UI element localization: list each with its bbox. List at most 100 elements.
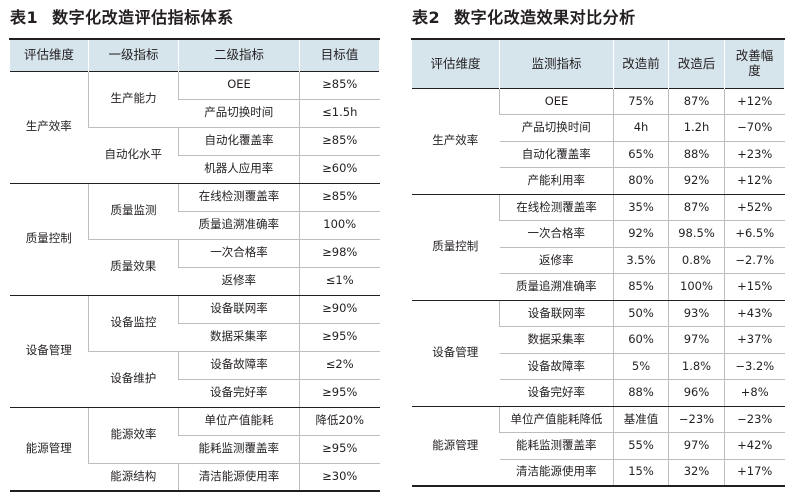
level1-cell: 质量监测 xyxy=(88,183,179,240)
change-value-cell: −2.7% xyxy=(724,247,785,274)
change-value-cell: +15% xyxy=(724,273,785,301)
level2-cell: 设备联网率 xyxy=(178,295,300,324)
change-value-cell: −70% xyxy=(724,114,785,142)
table2-body: 生产效率 OEE 75% 87% +12% 产品切换时间 4h 1.2h −70% 自动化覆盖率 6… xyxy=(411,88,785,487)
target-value-cell: ≥95% xyxy=(299,379,380,408)
level1-cell: 质量效果 xyxy=(88,239,179,296)
metric-cell: 数据采集率 xyxy=(499,326,614,354)
level1-cell: 设备监控 xyxy=(88,295,179,352)
after-value-cell: 88% xyxy=(668,141,725,168)
table1-row: 设备维护 设备故障率 ≤2% xyxy=(10,351,380,408)
level1-cell: 能源效率 xyxy=(88,407,179,464)
metric-cell: 清洁能源使用率 xyxy=(499,459,614,487)
level2-cell: 机器人应用率 xyxy=(178,155,300,184)
before-value-cell: 88% xyxy=(613,379,669,407)
target-value-cell: ≥30% xyxy=(299,463,380,492)
metric-cell: 质量追溯准确率 xyxy=(499,273,614,301)
dimension-cell: 生产效率 xyxy=(411,88,500,195)
table2-row: 设备管理 设备联网率 50% 93% +43% xyxy=(411,300,785,407)
metric-cell: 在线检测覆盖率 xyxy=(499,194,614,221)
level2-cell: 设备完好率 xyxy=(178,379,300,408)
table1-number: 表1 xyxy=(10,8,39,27)
table2-title: 数字化改造效果对比分析 xyxy=(454,8,636,27)
change-value-cell: +8% xyxy=(724,379,785,407)
table2-header-row: 评估维度 监测指标 改造前 改造后 改善幅度 xyxy=(411,39,785,88)
after-value-cell: 92% xyxy=(668,167,725,195)
table1-header-cell: 一级指标 xyxy=(88,39,179,71)
before-value-cell: 85% xyxy=(613,273,669,301)
change-value-cell: +42% xyxy=(724,432,785,460)
metric-cell: 设备完好率 xyxy=(499,379,614,407)
table1-row: 能源结构 清洁能源使用率 ≥30% xyxy=(10,463,380,492)
after-value-cell: 97% xyxy=(668,326,725,354)
metric-cell: 产品切换时间 xyxy=(499,114,614,142)
table1-row: 设备完好率 ≥95% xyxy=(10,379,380,408)
table1-row: 自动化水平 自动化覆盖率 ≥85% xyxy=(10,127,380,184)
after-value-cell: 0.8% xyxy=(668,247,725,274)
table1-row: 设备管理 设备监控 设备联网率 ≥90% xyxy=(9,295,380,408)
level1-cell: 能源结构 xyxy=(88,463,179,492)
dimension-cell: 质量控制 xyxy=(411,194,500,301)
table2-header-cell: 监测指标 xyxy=(499,39,614,88)
dimension-cell: 生产效率 xyxy=(9,71,89,184)
evaluation-index-table: 评估维度 一级指标 二级指标 目标值 生产效率 生产能力 OEE ≥85% 产品切换时间… xyxy=(9,38,380,492)
dimension-cell: 能源管理 xyxy=(411,406,500,487)
metric-cell: 设备联网率 xyxy=(499,300,614,327)
table1-row: 质量效果 一次合格率 ≥98% xyxy=(10,239,380,296)
table1-header-cell: 目标值 xyxy=(299,39,380,71)
dimension-cell: 设备管理 xyxy=(9,295,89,408)
after-value-cell: 1.8% xyxy=(668,353,725,380)
level1-cell: 生产能力 xyxy=(88,71,179,128)
metric-cell: 能耗监测覆盖率 xyxy=(499,432,614,460)
change-value-cell: +23% xyxy=(724,141,785,168)
before-value-cell: 15% xyxy=(613,459,669,487)
after-value-cell: 100% xyxy=(668,273,725,301)
before-value-cell: 5% xyxy=(613,353,669,380)
table1-row: 生产效率 生产能力 OEE ≥85% xyxy=(9,71,380,184)
after-value-cell: 93% xyxy=(668,300,725,327)
change-value-cell: −3.2% xyxy=(724,353,785,380)
after-value-cell: 1.2h xyxy=(668,114,725,142)
change-value-cell: +43% xyxy=(724,300,785,327)
table2-number: 表2 xyxy=(412,8,441,27)
before-value-cell: 4h xyxy=(613,114,669,142)
effect-comparison-table: 评估维度 监测指标 改造前 改造后 改善幅度 生产效率 OEE 75% 87% +12%… xyxy=(411,38,785,487)
table2-row: 返修率 3.5% 0.8% −2.7% xyxy=(412,247,785,274)
target-value-cell: ≥90% xyxy=(299,295,380,324)
target-value-cell: ≤1% xyxy=(299,267,380,296)
metric-cell: 自动化覆盖率 xyxy=(499,141,614,168)
change-value-cell: +6.5% xyxy=(724,220,785,248)
metric-cell: 产能利用率 xyxy=(499,167,614,195)
dimension-cell: 质量控制 xyxy=(9,183,89,296)
table1-row: 质量追溯准确率 100% xyxy=(10,211,380,240)
target-value-cell: ≥95% xyxy=(299,323,380,352)
target-value-cell: ≥85% xyxy=(299,71,380,100)
table1-header-row: 评估维度 一级指标 二级指标 目标值 xyxy=(9,39,380,71)
target-value-cell: ≥85% xyxy=(299,183,380,212)
table2-header-cell: 改造前 xyxy=(613,39,669,88)
level1-cell: 自动化水平 xyxy=(88,127,179,184)
change-value-cell: +37% xyxy=(724,326,785,354)
after-value-cell: 98.5% xyxy=(668,220,725,248)
dimension-cell: 能源管理 xyxy=(9,407,89,492)
metric-cell: OEE xyxy=(499,88,614,115)
table1-body: 生产效率 生产能力 OEE ≥85% 产品切换时间 ≤1.5h 自动化水平 自动化覆盖率 ≥85… xyxy=(9,71,380,492)
table2-row: 产品切换时间 4h 1.2h −70% xyxy=(412,114,785,142)
target-value-cell: ≥60% xyxy=(299,155,380,184)
level2-cell: 一次合格率 xyxy=(178,239,300,268)
change-value-cell: +12% xyxy=(724,88,785,115)
table1-row: 能耗监测覆盖率 ≥95% xyxy=(10,435,380,464)
table2-row: 设备完好率 88% 96% +8% xyxy=(412,379,785,407)
level2-cell: 在线检测覆盖率 xyxy=(178,183,300,212)
after-value-cell: −23% xyxy=(668,406,725,433)
before-value-cell: 3.5% xyxy=(613,247,669,274)
table1-row: 数据采集率 ≥95% xyxy=(10,323,380,352)
table1-header-cell: 评估维度 xyxy=(9,39,89,71)
level2-cell: 质量追溯准确率 xyxy=(178,211,300,240)
table2-row: 能耗监测覆盖率 55% 97% +42% xyxy=(412,432,785,460)
level2-cell: OEE xyxy=(178,71,300,100)
table2-row: 清洁能源使用率 15% 32% +17% xyxy=(412,459,785,487)
after-value-cell: 87% xyxy=(668,194,725,221)
table1-row: 机器人应用率 ≥60% xyxy=(10,155,380,184)
dimension-cell: 设备管理 xyxy=(411,300,500,407)
